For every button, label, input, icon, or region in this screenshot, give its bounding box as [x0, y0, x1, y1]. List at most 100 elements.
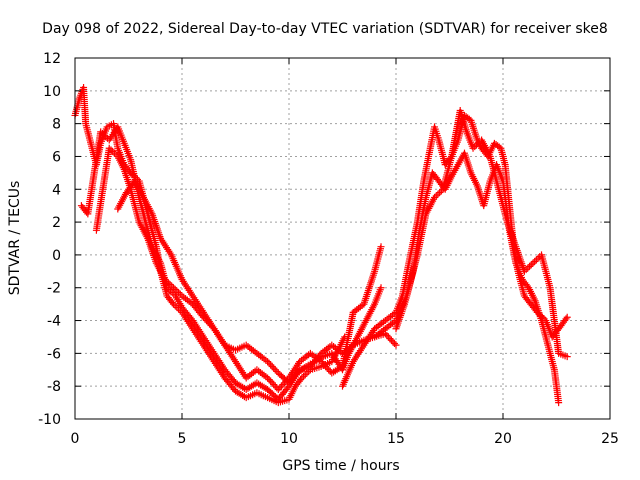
y-tick-label: 2 — [52, 215, 61, 231]
data-point — [384, 333, 392, 341]
data-point — [563, 313, 571, 321]
x-tick-label: 5 — [178, 431, 187, 447]
y-tick-label: 6 — [52, 149, 61, 165]
data-point — [301, 371, 309, 379]
data-point — [166, 280, 174, 288]
data-point — [523, 282, 531, 290]
ticks-layer — [74, 57, 611, 420]
data-point — [469, 144, 477, 152]
data-point — [97, 128, 105, 136]
data-point — [383, 331, 391, 339]
series-track-e — [339, 111, 571, 390]
data-point — [169, 300, 177, 308]
data-point — [264, 374, 272, 382]
data-point — [319, 359, 327, 367]
data-point — [317, 358, 325, 366]
data-point — [471, 143, 479, 151]
data-point — [284, 384, 292, 392]
data-point — [270, 364, 278, 372]
data-point — [105, 144, 113, 152]
data-point — [271, 382, 279, 390]
data-point — [392, 341, 400, 349]
data-point — [325, 366, 333, 374]
data-point — [100, 131, 108, 139]
data-point — [562, 315, 570, 323]
data-point — [107, 146, 115, 154]
data-point — [320, 361, 328, 369]
data-point — [524, 264, 532, 272]
data-point — [161, 276, 169, 284]
data-points-layer — [71, 84, 571, 407]
y-tick-label: 8 — [52, 117, 61, 133]
data-point — [168, 298, 176, 306]
data-point — [322, 362, 330, 370]
data-point — [276, 384, 284, 392]
data-point — [389, 338, 397, 346]
data-point — [271, 366, 279, 374]
data-point — [171, 285, 179, 293]
data-point — [173, 287, 181, 295]
data-point — [163, 277, 171, 285]
x-axis-label: GPS time / hours — [282, 458, 399, 474]
series-track-f — [392, 149, 563, 407]
y-tick-label: -10 — [38, 412, 61, 428]
y-tick-label: -2 — [47, 281, 61, 297]
data-point — [529, 259, 537, 267]
data-point — [377, 284, 385, 292]
x-tick-label: 0 — [71, 431, 80, 447]
y-tick-label: 4 — [52, 182, 61, 198]
data-point — [165, 285, 173, 293]
data-point — [563, 353, 571, 361]
data-point — [279, 381, 287, 389]
series-track-g — [371, 107, 571, 361]
data-point — [323, 364, 331, 372]
data-point — [163, 284, 171, 292]
data-point — [98, 129, 106, 137]
y-tick-label: 12 — [43, 51, 61, 67]
data-point — [176, 290, 184, 298]
data-point — [303, 369, 311, 377]
data-point — [531, 257, 539, 265]
data-point — [265, 376, 273, 384]
data-point — [534, 254, 542, 262]
x-tick-label: 15 — [387, 431, 405, 447]
data-point — [377, 243, 385, 251]
data-point — [267, 377, 275, 385]
data-point — [166, 287, 174, 295]
data-point — [300, 372, 308, 380]
data-point — [268, 362, 276, 370]
data-point — [267, 361, 275, 369]
data-point — [387, 336, 395, 344]
data-point — [270, 381, 278, 389]
data-point — [175, 289, 183, 297]
data-point — [168, 289, 176, 297]
data-point — [169, 284, 177, 292]
data-point — [522, 266, 530, 274]
data-point — [277, 382, 285, 390]
data-point — [527, 261, 535, 269]
data-point — [520, 267, 528, 275]
data-point — [436, 189, 444, 197]
data-point — [110, 149, 118, 157]
data-point — [526, 262, 534, 270]
data-point — [102, 133, 110, 141]
data-point — [109, 148, 117, 156]
data-point — [298, 374, 306, 382]
data-point — [274, 385, 282, 393]
plot-border — [74, 57, 611, 420]
data-point — [273, 367, 281, 375]
x-tick-label: 20 — [494, 431, 512, 447]
data-point — [264, 358, 272, 366]
data-point — [555, 399, 563, 407]
series-track-b — [77, 123, 385, 403]
data-point — [168, 282, 176, 290]
data-point — [437, 187, 445, 195]
data-point — [112, 151, 120, 159]
data-point — [265, 359, 273, 367]
y-tick-label: 0 — [52, 248, 61, 264]
tick-labels-layer: 0 5 10 15 20 25 -10 -8 -6 -4 -2 0 2 4 6 8 10 12 — [38, 51, 619, 447]
data-point — [390, 340, 398, 348]
data-point — [297, 376, 305, 384]
x-tick-label: 25 — [601, 431, 619, 447]
